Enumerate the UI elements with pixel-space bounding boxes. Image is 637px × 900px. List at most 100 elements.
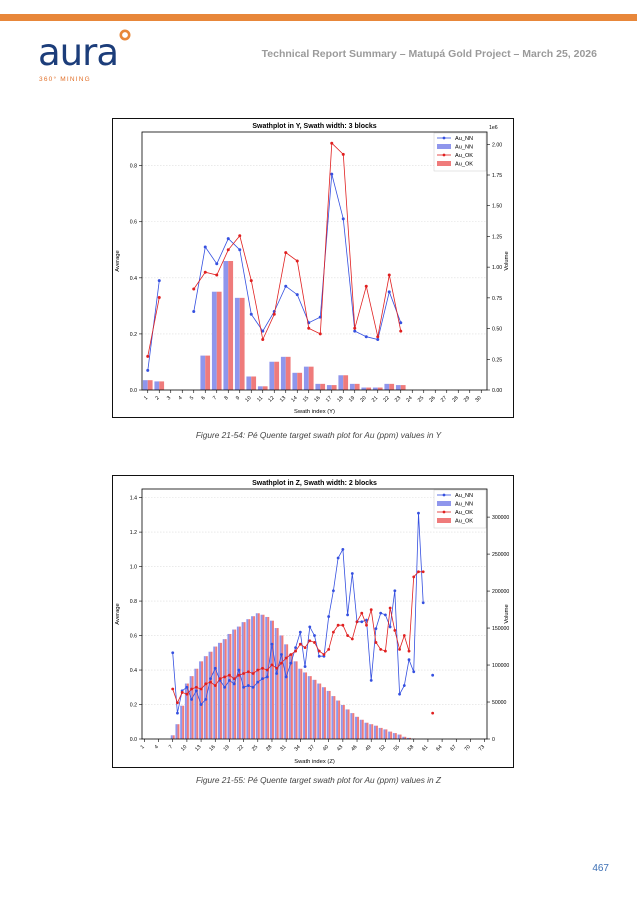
au-ok-volume-bar: [248, 619, 251, 739]
x-tick-label: 34: [293, 744, 301, 752]
x-axis-label: Swath index (Z): [294, 759, 335, 765]
au-ok-volume-bar: [251, 376, 257, 390]
swath-chart-z: Swathplot in Z, Swath width: 2 blocks 0.0…: [112, 475, 514, 768]
au-nn-point: [228, 678, 231, 682]
au-nn-volume-bar: [274, 628, 277, 739]
x-tick-label: 18: [336, 395, 344, 403]
au-ok-point: [387, 273, 391, 277]
y-tick-label: 1.2: [130, 530, 137, 536]
x-tick-label: 3: [166, 395, 172, 401]
x-tick-label: 19: [348, 395, 356, 403]
au-ok-point: [327, 647, 331, 651]
au-nn-point: [176, 711, 179, 715]
x-tick-label: 52: [378, 744, 386, 752]
au-nn-volume-bar: [284, 644, 287, 739]
legend-bar-swatch: [437, 144, 451, 149]
y2-tick-label: 2.00: [492, 142, 502, 148]
x-tick-label: 64: [435, 744, 443, 752]
au-ok-volume-bar: [394, 733, 397, 739]
au-ok-volume-bar: [267, 616, 270, 739]
au-ok-point: [318, 332, 322, 336]
au-nn-point: [199, 703, 203, 706]
y-tick-label: 1.4: [130, 496, 137, 502]
au-nn-point: [350, 572, 354, 575]
y2-tick-label: 1.00: [492, 265, 502, 271]
plot-area: [141, 131, 488, 391]
au-ok-volume-bar: [276, 628, 279, 739]
au-nn-volume-bar: [312, 679, 315, 739]
au-ok-point: [228, 673, 231, 677]
au-nn-point: [369, 678, 373, 682]
au-nn-point: [374, 627, 378, 631]
legend-marker-swatch: [442, 136, 446, 140]
x-tick-label: 22: [382, 395, 390, 403]
au-ok-volume-bar: [314, 679, 317, 739]
au-nn-volume-bar: [213, 646, 216, 739]
au-nn-volume-bar: [364, 722, 367, 739]
au-nn-volume-bar: [303, 366, 309, 390]
au-ok-volume-bar: [409, 737, 412, 739]
x-tick-label: 13: [279, 395, 287, 403]
au-nn-volume-bar: [170, 735, 173, 739]
au-nn-volume-bar: [326, 385, 332, 390]
x-tick-label: 12: [267, 395, 275, 403]
y-tick-label: 0.4: [130, 668, 137, 674]
x-tick-label: 67: [449, 744, 457, 752]
au-nn-point: [284, 675, 288, 679]
au-nn-point: [360, 620, 364, 624]
au-ok-volume-bar: [309, 676, 312, 739]
au-nn-point: [238, 248, 242, 252]
au-nn-point: [313, 634, 316, 637]
legend-bar-swatch: [437, 161, 451, 166]
x-tick-label: 13: [194, 744, 202, 752]
x-tick-label: 6: [200, 395, 206, 401]
au-ok-volume-bar: [333, 696, 336, 739]
au-ok-point: [365, 623, 368, 627]
au-ok-volume-bar: [216, 291, 222, 390]
x-tick-label: 37: [308, 744, 316, 752]
au-nn-volume-bar: [251, 616, 254, 739]
au-ok-point: [364, 284, 368, 288]
au-ok-point: [322, 653, 326, 656]
x-tick-label: 58: [407, 744, 415, 752]
au-ok-volume-bar: [308, 366, 314, 390]
y-tick-label: 0.2: [130, 703, 137, 709]
au-nn-point: [399, 321, 403, 325]
au-nn-volume-bar: [194, 668, 197, 739]
au-ok-volume-bar: [239, 297, 245, 390]
au-ok-point: [176, 701, 179, 705]
au-nn-volume-bar: [338, 375, 344, 390]
au-ok-volume-bar: [377, 387, 383, 390]
au-nn-volume-bar: [350, 713, 353, 739]
au-nn-volume-bar: [355, 716, 358, 739]
legend-label: Au_OK: [455, 153, 473, 159]
y-tick-label: 0.0: [130, 388, 137, 394]
aura-logo-mark: [119, 29, 131, 41]
au-ok-point: [298, 642, 302, 646]
au-nn-point: [251, 685, 255, 689]
au-nn-point: [365, 618, 368, 622]
au-nn-point: [171, 651, 175, 655]
au-ok-point: [199, 687, 203, 691]
au-nn-volume-bar: [255, 613, 258, 739]
au-ok-point: [308, 639, 312, 643]
au-nn-point: [232, 682, 236, 686]
au-ok-point: [194, 685, 198, 689]
au-ok-point: [237, 673, 241, 677]
au-ok-point: [223, 675, 227, 679]
au-ok-point: [261, 666, 264, 670]
logo-subtitle: 360° MINING: [39, 76, 91, 83]
au-ok-point: [393, 628, 397, 632]
au-ok-volume-bar: [319, 683, 322, 739]
au-nn-volume-bar: [331, 696, 334, 739]
au-nn-point: [194, 689, 198, 693]
au-ok-volume-bar: [215, 646, 218, 739]
au-ok-point: [157, 295, 161, 299]
au-ok-point: [355, 620, 359, 624]
au-nn-volume-bar: [321, 687, 324, 739]
x-tick-label: 46: [350, 744, 358, 752]
au-nn-volume-bar: [293, 661, 296, 739]
y-tick-label: 0.4: [130, 276, 137, 282]
y-tick-label: 1.0: [130, 565, 137, 571]
y2-tick-label: 150000: [492, 626, 509, 632]
